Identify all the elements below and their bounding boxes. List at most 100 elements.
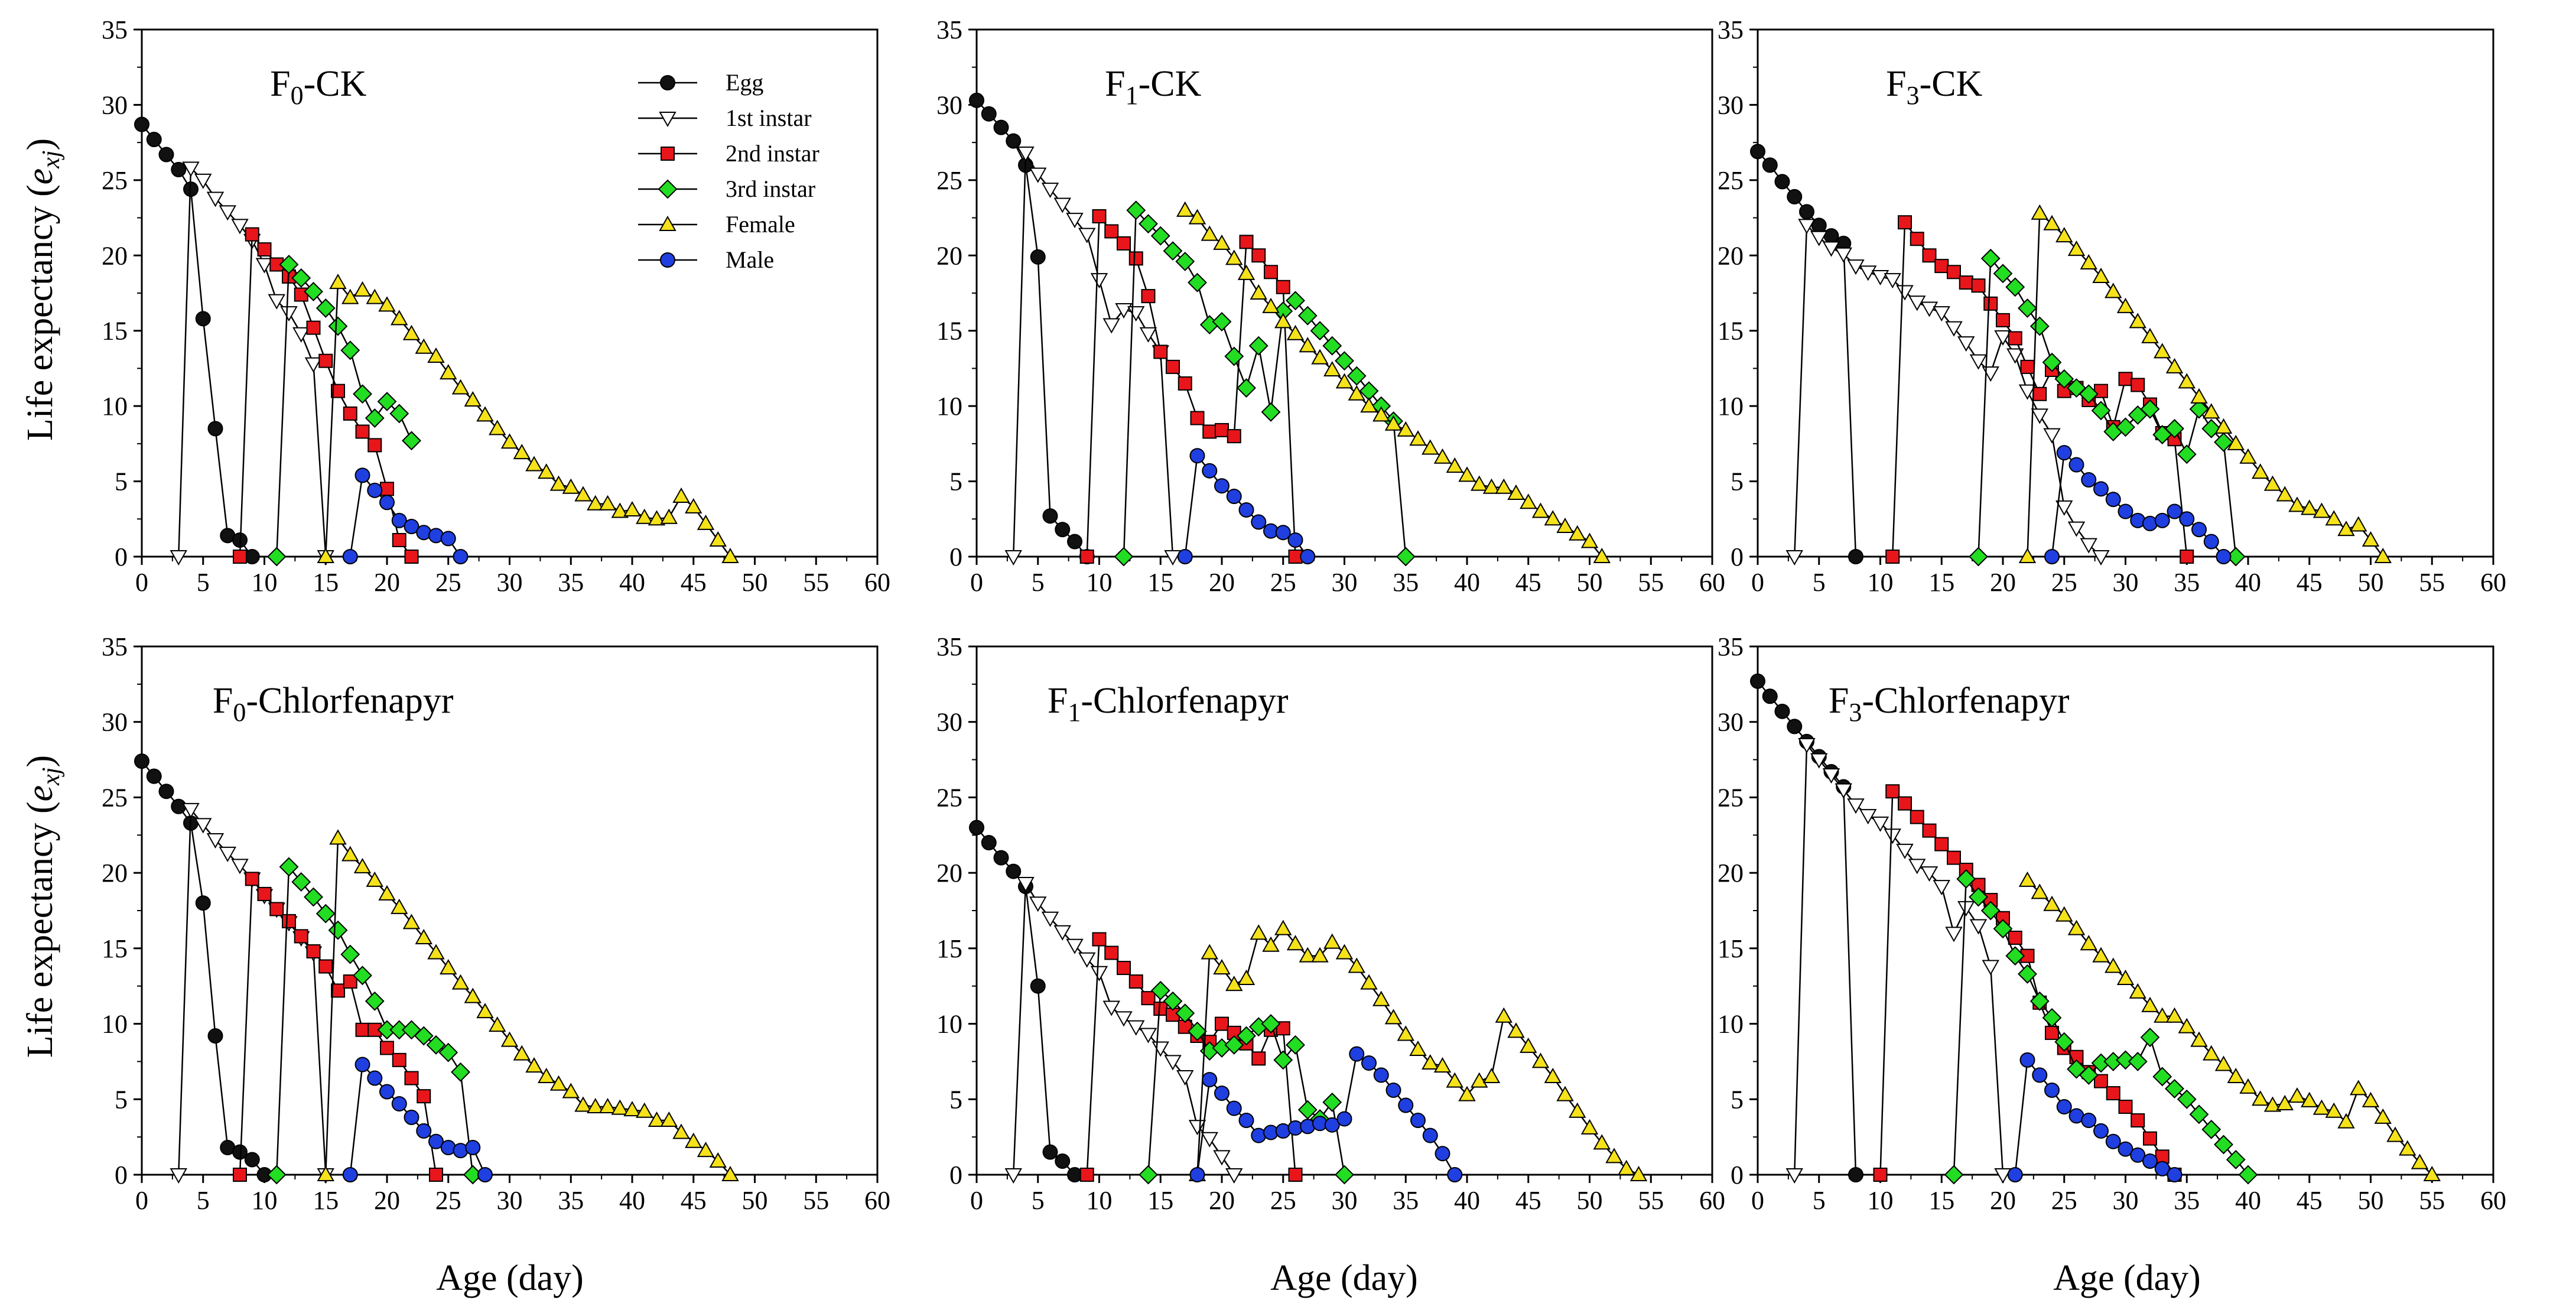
data-point [1006,133,1022,149]
data-point [1297,1100,1318,1120]
data-point [2177,444,2197,464]
x-tick-label: 30 [1332,1186,1358,1215]
data-point [1920,301,1938,317]
data-point [329,274,347,290]
series-1st-instar [170,802,334,1184]
data-point [340,340,360,360]
y-tick-label: 15 [102,317,128,346]
x-tick-label: 60 [2480,568,2506,597]
x-tick-label: 35 [1393,1186,1419,1215]
data-point [1956,869,1976,889]
data-point [379,1084,395,1100]
data-point [2263,1096,2282,1112]
data-point [391,898,408,914]
data-point [1947,265,1961,280]
series-egg [1750,144,1863,564]
data-point [1104,224,1119,239]
data-point [1004,550,1022,566]
x-tick-label: 55 [2419,568,2445,597]
data-point [379,495,395,511]
data-point [1029,896,1047,912]
chart-panel-6: 0 5 10 15 20 25 30 35 40 45 50 55 60 0 5 10 15 20 25 30 35 F3… [1718,632,2506,1215]
data-point [2008,930,2022,945]
legend-label: 2nd instar [726,140,819,167]
data-point [1163,241,1183,261]
data-point [1884,273,1901,289]
data-point [1971,278,1986,293]
data-point [1286,324,1305,340]
y-tick-label: 30 [102,708,128,737]
data-point [2312,502,2331,518]
data-point [1556,517,1574,534]
data-point [354,467,370,483]
data-point [194,818,212,834]
data-point [2128,1052,2148,1071]
data-point [623,500,641,516]
data-point [1349,1046,1365,1062]
data-point [2301,1091,2318,1107]
x-tick-label: 20 [1990,568,2016,597]
data-point [538,463,555,479]
y-tick-label: 10 [102,392,128,421]
data-point [587,495,604,511]
data-point [453,549,469,564]
data-point [2106,1086,2120,1101]
data-point [451,1062,470,1082]
data-point [1273,1050,1293,1070]
data-point [2325,510,2343,526]
data-point [1410,1113,1426,1129]
x-tick-label: 40 [2235,568,2261,597]
data-point [378,296,396,312]
data-point [611,502,629,518]
data-point [429,1168,443,1182]
data-point [1945,321,1963,337]
data-point [331,983,345,998]
data-point [414,1026,434,1046]
data-point [2214,1135,2233,1155]
data-point [1898,215,1912,230]
data-point [1822,768,1840,784]
data-point [304,887,323,907]
data-point [1053,197,1071,213]
data-point [392,532,406,547]
data-point [1188,1021,1207,1041]
data-point [2043,214,2061,230]
data-point [1871,269,1889,285]
data-point [1835,247,1852,263]
data-point [353,857,372,873]
data-point [969,92,984,108]
data-point [2094,1074,2108,1088]
series-3rd-instar [1969,248,2246,567]
data-point [1384,1009,1403,1025]
data-point [353,384,372,404]
data-point [1983,296,1998,311]
data-point [1248,336,1269,356]
data-point [2203,403,2220,419]
data-point [2006,348,2024,364]
data-point [182,161,200,177]
x-tick-label: 20 [1990,1186,2016,1215]
data-point [1092,932,1107,947]
y-tick-label: 5 [1731,467,1744,496]
data-point [1079,550,1094,564]
data-point [245,227,259,242]
data-point [1787,188,1803,204]
y-tick-label: 5 [115,467,128,496]
data-point [2239,1078,2257,1094]
data-point [1201,944,1218,960]
data-point [1433,1057,1452,1073]
x-tick-label: 45 [2297,1186,2323,1215]
series-1st-instar [1785,738,2012,1184]
data-point [1847,259,1865,275]
data-point [2008,331,2022,346]
x-tick-label: 5 [1032,568,1045,597]
y-tick-label: 30 [102,90,128,119]
data-point [648,510,666,526]
y-tick-label: 15 [102,934,128,963]
series-line [178,166,327,557]
data-point [1017,877,1035,893]
data-point [158,784,174,800]
data-point [354,1057,370,1072]
x-tick-label: 5 [1813,568,1826,597]
data-point [306,944,321,958]
